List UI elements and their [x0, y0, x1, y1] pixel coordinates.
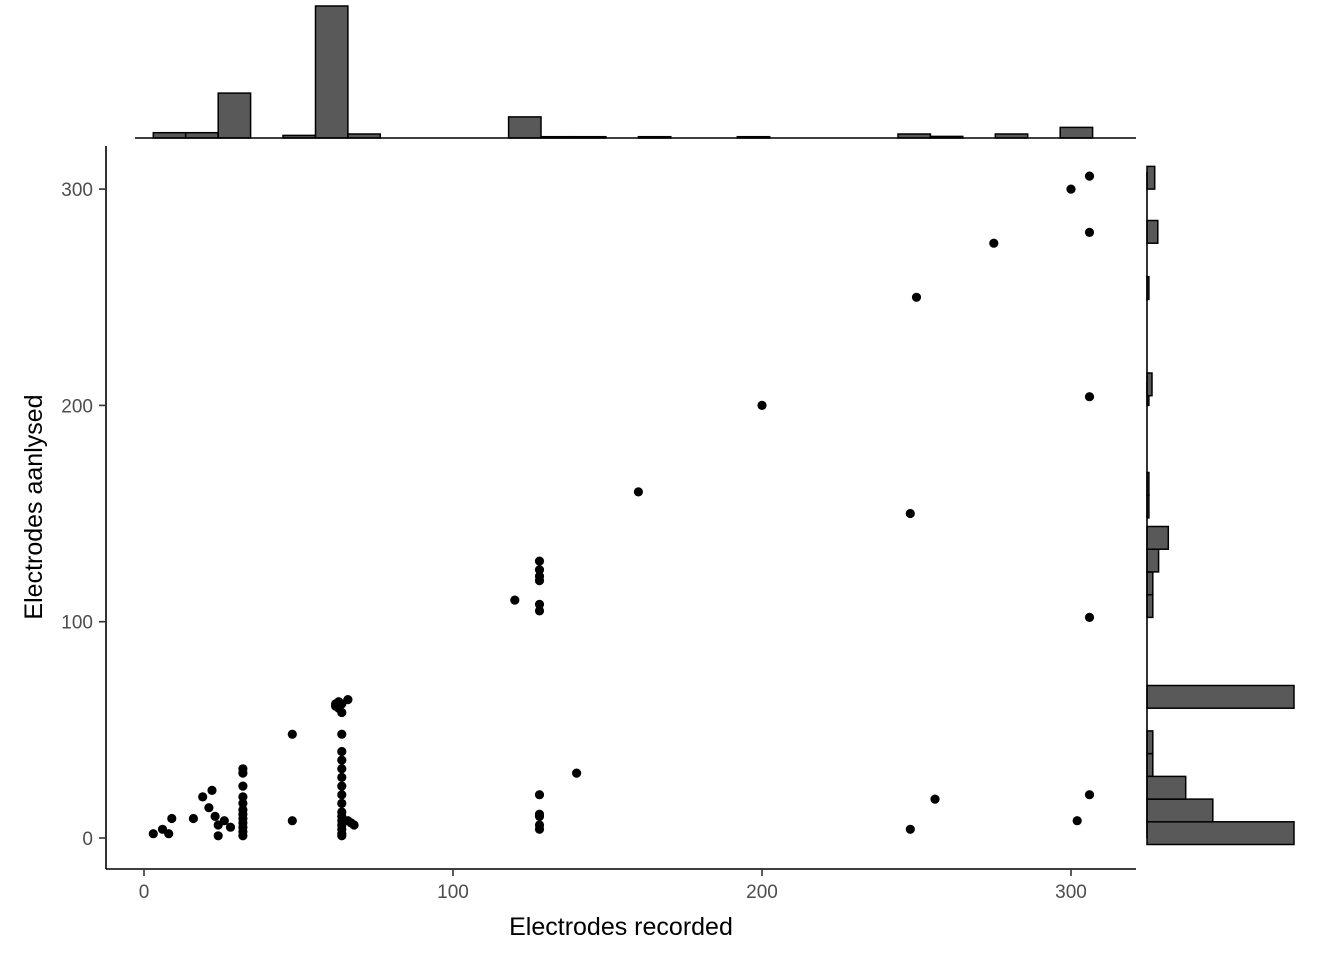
scatter-point: [238, 798, 248, 809]
x-tick-label: 0: [139, 882, 150, 903]
scatter-point: [337, 746, 347, 757]
scatter-point: [534, 811, 545, 822]
top-histogram-bar: [314, 5, 349, 139]
scatter-point: [287, 816, 297, 826]
y-tick-label: 0: [82, 829, 93, 850]
right-histogram-bar: [1146, 752, 1154, 778]
scatter-point: [1084, 171, 1095, 181]
x-axis-title: Electrodes recorded: [509, 913, 733, 941]
scatter-point: [905, 824, 915, 834]
scatter-point: [930, 794, 940, 804]
right-histogram-bar: [1146, 798, 1214, 823]
scatter-point: [337, 729, 347, 739]
scatter-point: [148, 829, 158, 839]
scatter-point: [164, 829, 174, 839]
scatter-point: [225, 822, 236, 832]
scatter-point: [343, 695, 353, 705]
scatter-point: [337, 764, 347, 774]
y-axis-ticks: 0 100 200 300: [61, 180, 106, 850]
scatter-point: [219, 816, 229, 826]
right-histogram-bar: [1146, 593, 1154, 619]
scatter-point: [337, 790, 347, 800]
scatter-point: [534, 606, 545, 616]
right-histogram-bar: [1146, 525, 1170, 550]
right-histogram-bar: [1146, 219, 1159, 244]
scatter-point: [337, 798, 347, 809]
scatter-point: [238, 781, 248, 791]
scatter-point: [534, 556, 545, 566]
x-tick-label: 200: [746, 882, 778, 903]
y-axis-title: Electrodes aanlysed: [20, 394, 48, 619]
scatter-point: [572, 768, 582, 778]
scatter-point: [198, 792, 208, 802]
top-histogram-bar: [1059, 126, 1094, 139]
right-histogram-bar: [1146, 684, 1295, 709]
scatter-point: [534, 599, 545, 610]
top-histogram: [152, 5, 1094, 139]
x-tick-label: 100: [437, 882, 469, 903]
scatter-point: [905, 508, 915, 519]
scatter-point: [1084, 227, 1095, 237]
scatter-point: [534, 576, 545, 586]
scatter-point: [238, 792, 248, 802]
scatter-point: [238, 805, 248, 815]
scatter-point: [534, 824, 545, 834]
scatter-point: [349, 820, 359, 830]
scatter-point: [287, 729, 297, 739]
right-histogram-bar: [1146, 165, 1156, 190]
scatter-point: [337, 807, 347, 817]
scatter-point: [510, 595, 520, 605]
scatter-point: [213, 831, 223, 841]
scatter-point: [337, 755, 347, 765]
scatter-point: [911, 292, 922, 302]
x-axis-ticks: 0 100 200 300: [139, 869, 1087, 903]
scatter-point: [534, 790, 545, 800]
scatter-point: [534, 565, 545, 575]
y-tick-label: 100: [61, 613, 93, 634]
top-histogram-bar: [507, 116, 542, 139]
right-histogram-bar: [1146, 571, 1154, 596]
right-histogram-bar: [1146, 821, 1295, 846]
scatter-point: [757, 400, 767, 410]
right-histogram-bar: [1146, 775, 1187, 800]
scatter-point: [210, 811, 220, 822]
scatter-point: [337, 781, 347, 791]
scatter-point: [238, 764, 248, 774]
scatter-point: [207, 785, 217, 796]
scatter-points: [148, 171, 1095, 841]
scatter-point: [337, 707, 347, 718]
scatter-point: [1084, 392, 1095, 402]
scatter-point: [1072, 816, 1082, 826]
y-tick-label: 300: [61, 180, 93, 201]
scatter-point: [204, 803, 214, 813]
scatter-point: [633, 487, 644, 497]
scatter-point: [188, 813, 198, 824]
scatter-point: [1066, 184, 1076, 194]
right-histogram-bar: [1146, 730, 1154, 755]
scatter-point: [167, 813, 177, 824]
y-tick-label: 200: [61, 396, 93, 417]
scatter-point: [1084, 612, 1095, 623]
scatter-point: [337, 772, 347, 783]
scatter-point: [1084, 790, 1095, 800]
right-histogram: [1146, 165, 1295, 846]
scatter-point: [989, 238, 999, 248]
x-tick-label: 300: [1055, 882, 1087, 903]
top-histogram-bar: [217, 92, 252, 139]
right-histogram-bar: [1146, 548, 1160, 573]
